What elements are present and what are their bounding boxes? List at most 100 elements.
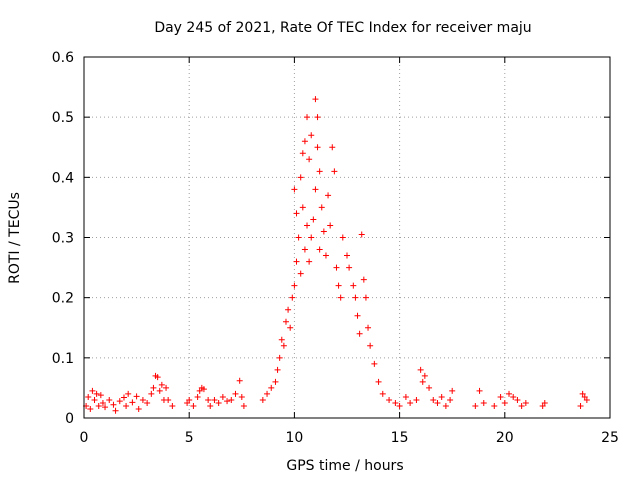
data-point bbox=[285, 306, 292, 313]
data-point bbox=[419, 378, 426, 385]
x-tick-label: 5 bbox=[185, 430, 194, 446]
data-point bbox=[207, 402, 214, 409]
data-point bbox=[356, 330, 363, 337]
axis-ticks: 0 5 10 15 20 25 0 0.1 0.2 0.3 0.4 0.5 0.6 bbox=[52, 50, 619, 446]
x-tick-label: 0 bbox=[80, 430, 89, 446]
grid bbox=[84, 57, 610, 418]
data-point bbox=[205, 396, 212, 403]
y-tick-label: 0.4 bbox=[52, 170, 74, 186]
data-point bbox=[316, 168, 323, 175]
data-point bbox=[289, 294, 296, 301]
data-point bbox=[301, 138, 308, 145]
data-point bbox=[112, 407, 119, 414]
data-point bbox=[583, 396, 590, 403]
data-point bbox=[165, 396, 172, 403]
data-point bbox=[304, 222, 311, 229]
data-point bbox=[87, 405, 94, 412]
data-point bbox=[268, 384, 275, 391]
data-point bbox=[123, 402, 130, 409]
data-point bbox=[150, 384, 157, 391]
y-tick-label: 0.5 bbox=[52, 110, 74, 126]
data-point bbox=[426, 384, 433, 391]
data-point bbox=[264, 390, 271, 397]
data-point bbox=[375, 378, 382, 385]
data-point bbox=[325, 192, 332, 199]
data-point bbox=[240, 402, 247, 409]
x-tick-label: 20 bbox=[496, 430, 514, 446]
data-point bbox=[272, 378, 279, 385]
data-point bbox=[581, 393, 588, 400]
plot-area-frame bbox=[83, 56, 611, 419]
y-tick-label: 0.3 bbox=[52, 231, 74, 247]
x-axis-label: GPS time / hours bbox=[286, 458, 403, 474]
data-point bbox=[91, 396, 98, 403]
data-point bbox=[308, 234, 315, 241]
data-point bbox=[232, 390, 239, 397]
data-point bbox=[224, 398, 231, 405]
data-point bbox=[407, 399, 414, 406]
data-points bbox=[83, 96, 590, 414]
data-point bbox=[194, 393, 201, 400]
data-point bbox=[293, 258, 300, 265]
data-point bbox=[200, 386, 207, 393]
data-point bbox=[158, 381, 165, 388]
data-point bbox=[133, 393, 140, 400]
data-point bbox=[438, 393, 445, 400]
data-point bbox=[417, 366, 424, 373]
data-point bbox=[413, 396, 420, 403]
data-point bbox=[228, 396, 235, 403]
data-point bbox=[472, 402, 479, 409]
data-point bbox=[346, 264, 353, 271]
data-point bbox=[306, 156, 313, 163]
data-point bbox=[144, 399, 151, 406]
data-point bbox=[367, 342, 374, 349]
data-point bbox=[291, 282, 298, 289]
data-point bbox=[120, 394, 127, 401]
data-point bbox=[259, 396, 266, 403]
data-point bbox=[335, 282, 342, 289]
data-point bbox=[362, 294, 369, 301]
data-point bbox=[282, 318, 289, 325]
data-point bbox=[125, 390, 132, 397]
data-point bbox=[327, 222, 334, 229]
data-point bbox=[304, 114, 311, 121]
data-point bbox=[95, 402, 102, 409]
data-point bbox=[491, 402, 498, 409]
data-point bbox=[215, 399, 222, 406]
data-point bbox=[287, 324, 294, 331]
data-point bbox=[93, 390, 100, 397]
data-point bbox=[314, 114, 321, 121]
data-point bbox=[371, 360, 378, 367]
data-point bbox=[85, 393, 92, 400]
data-point bbox=[449, 387, 456, 394]
data-point bbox=[329, 144, 336, 151]
data-point bbox=[510, 393, 517, 400]
data-point bbox=[312, 96, 319, 103]
y-axis-label: ROTI / TECUs bbox=[7, 192, 23, 284]
y-tick-label: 0 bbox=[65, 411, 74, 427]
chart-title: Day 245 of 2021, Rate Of TEC Index for r… bbox=[154, 20, 531, 36]
data-point bbox=[514, 396, 521, 403]
data-point bbox=[365, 324, 372, 331]
data-point bbox=[148, 390, 155, 397]
data-point bbox=[577, 402, 584, 409]
data-point bbox=[579, 390, 586, 397]
data-point bbox=[396, 402, 403, 409]
data-point bbox=[276, 354, 283, 361]
data-point bbox=[501, 399, 508, 406]
data-point bbox=[169, 402, 176, 409]
data-point bbox=[506, 390, 513, 397]
data-point bbox=[447, 396, 454, 403]
data-point bbox=[522, 399, 529, 406]
data-point bbox=[331, 168, 338, 175]
data-point bbox=[299, 204, 306, 211]
data-point bbox=[184, 399, 191, 406]
data-point bbox=[314, 144, 321, 151]
data-point bbox=[337, 294, 344, 301]
data-point bbox=[434, 399, 441, 406]
data-point bbox=[386, 396, 393, 403]
data-point bbox=[89, 387, 96, 394]
data-point bbox=[219, 393, 226, 400]
y-tick-label: 0.2 bbox=[52, 291, 74, 307]
data-point bbox=[333, 264, 340, 271]
